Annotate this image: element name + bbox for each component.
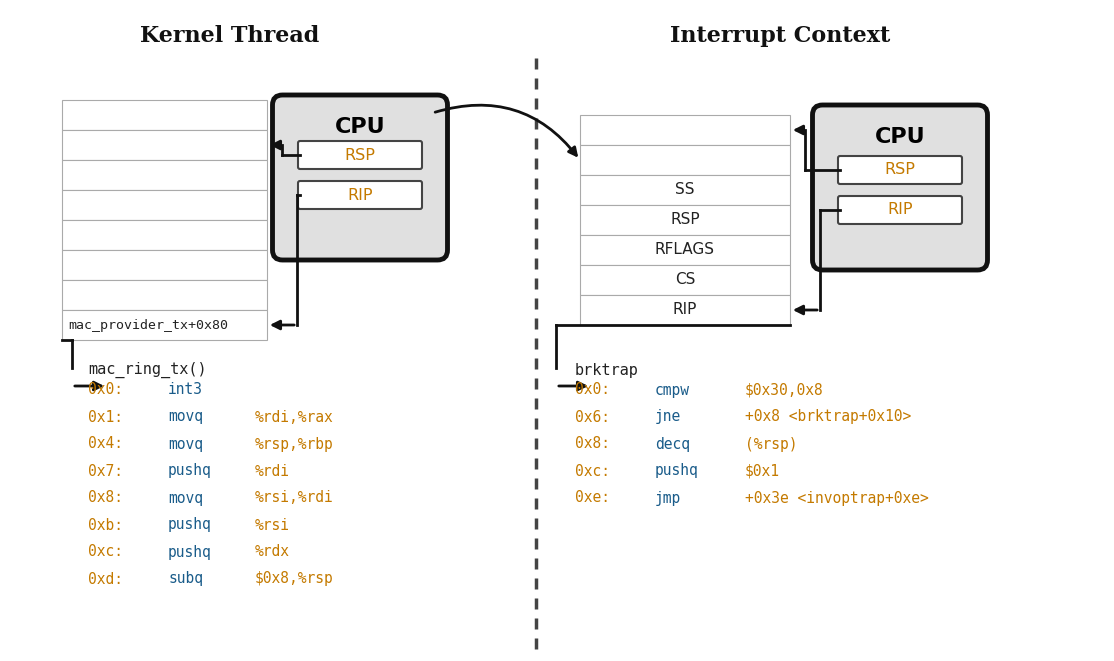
Text: $0x1: $0x1 (745, 463, 780, 479)
Text: decq: decq (655, 436, 690, 451)
Text: RIP: RIP (887, 202, 912, 217)
FancyBboxPatch shape (838, 196, 962, 224)
Bar (62, 280, 267, 310)
Text: movq: movq (168, 436, 203, 451)
Bar (62, 190, 267, 220)
Bar (62, 130, 267, 160)
Text: 0xe:: 0xe: (575, 490, 610, 506)
Text: mac_provider_tx+0x80: mac_provider_tx+0x80 (68, 319, 228, 332)
Text: RIP: RIP (673, 303, 697, 317)
Text: $0x8,%rsp: $0x8,%rsp (255, 572, 334, 586)
Text: movq: movq (168, 410, 203, 424)
Text: 0x0:: 0x0: (575, 383, 610, 397)
Text: %rsi,%rdi: %rsi,%rdi (255, 490, 334, 506)
Text: 0x1:: 0x1: (88, 410, 123, 424)
Text: pushq: pushq (655, 463, 698, 479)
Text: 0xc:: 0xc: (575, 463, 610, 479)
Text: %rsi: %rsi (255, 518, 290, 533)
Text: 0xd:: 0xd: (88, 572, 123, 586)
Text: 0x4:: 0x4: (88, 436, 123, 451)
Text: +0x8 <brktrap+0x10>: +0x8 <brktrap+0x10> (745, 410, 911, 424)
Bar (580, 175, 790, 205)
Text: 0x7:: 0x7: (88, 463, 123, 479)
FancyBboxPatch shape (812, 105, 987, 270)
Text: 0xc:: 0xc: (88, 545, 123, 559)
Text: subq: subq (168, 572, 203, 586)
Text: pushq: pushq (168, 545, 212, 559)
FancyBboxPatch shape (838, 156, 962, 184)
Text: mac_ring_tx(): mac_ring_tx() (88, 362, 206, 378)
Text: pushq: pushq (168, 463, 212, 479)
Bar (62, 100, 267, 130)
Text: RIP: RIP (348, 188, 373, 202)
Text: RFLAGS: RFLAGS (655, 243, 715, 258)
FancyBboxPatch shape (299, 181, 422, 209)
Text: %rdi: %rdi (255, 463, 290, 479)
Text: 0x6:: 0x6: (575, 410, 610, 424)
Text: %rdi,%rax: %rdi,%rax (255, 410, 334, 424)
FancyBboxPatch shape (299, 141, 422, 169)
Text: RSP: RSP (885, 163, 916, 178)
Text: jmp: jmp (655, 490, 682, 506)
Bar (580, 145, 790, 175)
Text: RSP: RSP (671, 212, 700, 227)
Bar (580, 295, 790, 325)
Bar (62, 250, 267, 280)
Text: Interrupt Context: Interrupt Context (670, 25, 890, 47)
Bar (62, 310, 267, 340)
Text: %rdx: %rdx (255, 545, 290, 559)
Bar (580, 115, 790, 145)
Text: 0xb:: 0xb: (88, 518, 123, 533)
Bar (580, 265, 790, 295)
Text: cmpw: cmpw (655, 383, 690, 397)
Text: 0x8:: 0x8: (88, 490, 123, 506)
Text: CS: CS (675, 272, 695, 288)
Text: pushq: pushq (168, 518, 212, 533)
Text: 0x8:: 0x8: (575, 436, 610, 451)
Text: SS: SS (675, 182, 695, 198)
Text: RSP: RSP (344, 147, 375, 163)
Text: (%rsp): (%rsp) (745, 436, 798, 451)
Bar (62, 220, 267, 250)
Bar (580, 235, 790, 265)
Text: 0x0:: 0x0: (88, 383, 123, 397)
FancyBboxPatch shape (273, 95, 448, 260)
Bar (580, 205, 790, 235)
Text: +0x3e <invoptrap+0xe>: +0x3e <invoptrap+0xe> (745, 490, 929, 506)
Text: movq: movq (168, 490, 203, 506)
Text: brktrap: brktrap (575, 362, 638, 377)
Text: CPU: CPU (334, 117, 385, 137)
Text: $0x30,0x8: $0x30,0x8 (745, 383, 823, 397)
Bar (62, 160, 267, 190)
Text: %rsp,%rbp: %rsp,%rbp (255, 436, 334, 451)
Text: Kernel Thread: Kernel Thread (140, 25, 320, 47)
Text: int3: int3 (168, 383, 203, 397)
Text: CPU: CPU (874, 127, 926, 147)
Text: jne: jne (655, 410, 682, 424)
